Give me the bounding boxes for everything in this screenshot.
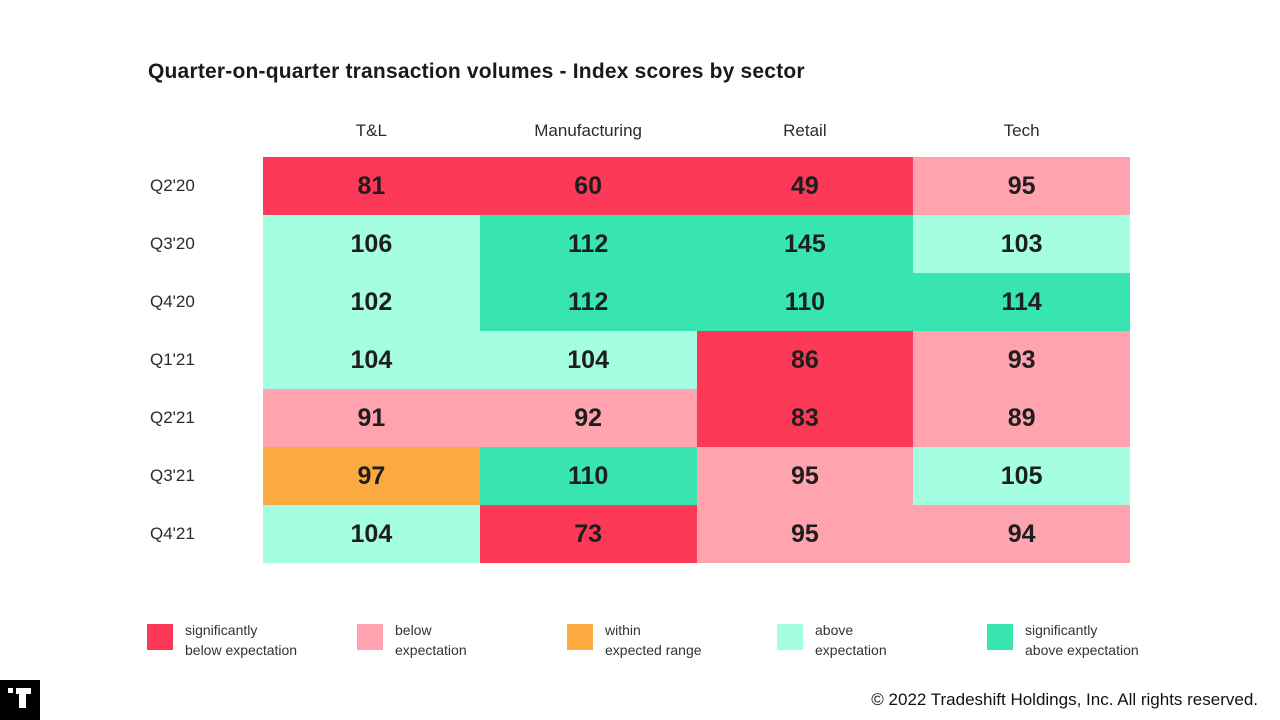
- heatmap-cell: 104: [263, 505, 480, 563]
- legend-item-sig_below: significantly below expectation: [147, 620, 357, 660]
- chart-title: Quarter-on-quarter transaction volumes -…: [148, 60, 805, 83]
- logo-t-icon: [8, 688, 31, 708]
- row-label-0: Q2'20: [150, 176, 195, 195]
- heatmap-cell: 106: [263, 215, 480, 273]
- legend-swatch-below: [357, 624, 383, 650]
- heatmap-cell: 104: [479, 331, 697, 389]
- heatmap-cell: 86: [696, 331, 914, 389]
- legend: significantly below expectation below exp…: [147, 620, 1197, 660]
- table-corner: [140, 110, 263, 157]
- tradeshift-logo: [0, 680, 40, 720]
- heatmap-cell: 83: [696, 389, 914, 447]
- legend-label: within expected range: [605, 622, 702, 658]
- row-label-5: Q3'21: [150, 466, 195, 485]
- legend-item-above: above expectation: [777, 620, 987, 660]
- heatmap-cell: 92: [479, 389, 697, 447]
- heatmap-cell: 73: [479, 505, 697, 563]
- heatmap-cell: 114: [913, 273, 1130, 331]
- heatmap-cell: 95: [913, 157, 1130, 215]
- row-label-4: Q2'21: [150, 408, 195, 427]
- heatmap-cell: 93: [913, 331, 1130, 389]
- heatmap-cell: 49: [696, 157, 914, 215]
- heatmap-cell: 89: [913, 389, 1130, 447]
- legend-item-below: below expectation: [357, 620, 567, 660]
- legend-item-sig_above: significantly above expectation: [987, 620, 1197, 660]
- column-header-0: T&L: [355, 120, 387, 140]
- row-label-6: Q4'21: [150, 524, 195, 543]
- legend-label: above expectation: [815, 622, 887, 658]
- heatmap-cell: 102: [263, 273, 480, 331]
- heatmap-cell: 103: [913, 215, 1130, 273]
- heatmap-cell: 104: [263, 331, 480, 389]
- heatmap-cell: 112: [479, 273, 697, 331]
- row-label-2: Q4'20: [150, 292, 195, 311]
- legend-swatch-above: [777, 624, 803, 650]
- heatmap-cell: 110: [696, 273, 914, 331]
- copyright-text: © 2022 Tradeshift Holdings, Inc. All rig…: [871, 690, 1258, 709]
- heatmap-cell: 95: [696, 505, 914, 563]
- legend-item-within: within expected range: [567, 620, 777, 660]
- heatmap-cell: 105: [913, 447, 1130, 505]
- legend-swatch-sig_below: [147, 624, 173, 650]
- heatmap-table: T&L Manufacturing Retail Tech Q2'20 81 60 49 95 Q…: [140, 110, 1130, 563]
- heatmap-cell: 95: [696, 447, 914, 505]
- column-header-3: Tech: [1003, 120, 1040, 140]
- row-label-3: Q1'21: [150, 350, 195, 369]
- heatmap-cell: 91: [263, 389, 480, 447]
- heatmap-cell: 81: [263, 157, 480, 215]
- legend-label: below expectation: [395, 622, 467, 658]
- column-header-1: Manufacturing: [534, 120, 642, 140]
- row-label-1: Q3'20: [150, 234, 195, 253]
- column-header-2: Retail: [783, 120, 827, 140]
- heatmap-cell: 110: [479, 447, 697, 505]
- legend-label: significantly below expectation: [185, 622, 298, 658]
- heatmap-cell: 145: [696, 215, 914, 273]
- heatmap-cell: 94: [913, 505, 1130, 563]
- legend-swatch-within: [567, 624, 593, 650]
- legend-label: significantly above expectation: [1025, 622, 1139, 658]
- heatmap-cell: 60: [479, 157, 697, 215]
- heatmap-cell: 97: [263, 447, 480, 505]
- legend-swatch-sig_above: [987, 624, 1013, 650]
- heatmap-cell: 112: [479, 215, 697, 273]
